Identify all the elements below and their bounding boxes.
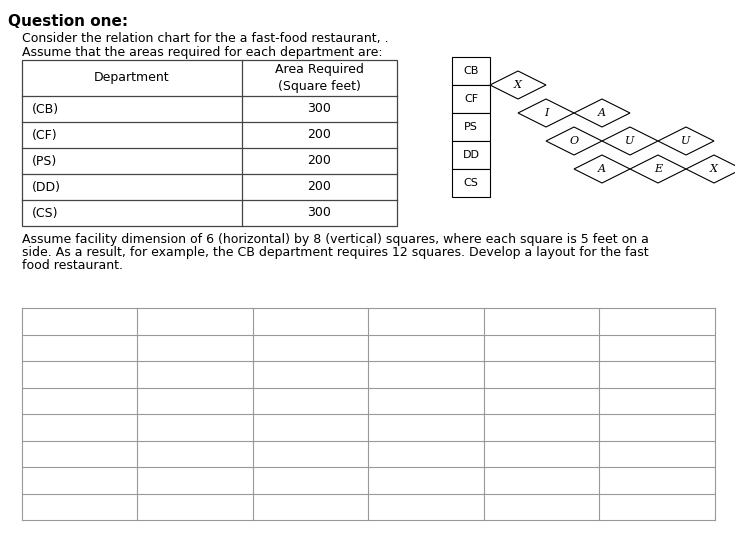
Text: Assume facility dimension of 6 (horizontal) by 8 (vertical) squares, where each : Assume facility dimension of 6 (horizont…	[22, 233, 649, 246]
Text: Department: Department	[94, 72, 170, 85]
Text: A: A	[598, 108, 606, 118]
Polygon shape	[518, 99, 574, 127]
Polygon shape	[602, 127, 658, 155]
Text: Consider the relation chart for the a fast-food restaurant, .: Consider the relation chart for the a fa…	[22, 32, 389, 45]
Text: DD: DD	[462, 150, 479, 160]
Polygon shape	[686, 155, 735, 183]
Text: 200: 200	[307, 155, 331, 167]
Text: Area Required
(Square feet): Area Required (Square feet)	[275, 63, 364, 93]
Text: (CF): (CF)	[32, 128, 57, 141]
Bar	[22, 60, 397, 226]
Bar	[452, 57, 490, 85]
Text: (DD): (DD)	[32, 180, 61, 194]
Text: CF: CF	[464, 94, 478, 104]
Text: CB: CB	[463, 66, 478, 76]
Text: I: I	[544, 108, 548, 118]
Text: food restaurant.: food restaurant.	[22, 259, 123, 272]
Text: U: U	[625, 136, 635, 146]
Text: O: O	[570, 136, 578, 146]
Bar	[452, 169, 490, 197]
Text: (CS): (CS)	[32, 207, 59, 219]
Text: 300: 300	[307, 103, 331, 116]
Polygon shape	[658, 127, 714, 155]
Polygon shape	[574, 155, 630, 183]
Bar	[452, 85, 490, 113]
Polygon shape	[546, 127, 602, 155]
Text: (CB): (CB)	[32, 103, 59, 116]
Text: Assume that the areas required for each department are:: Assume that the areas required for each …	[22, 46, 383, 59]
Polygon shape	[574, 99, 630, 127]
Text: 200: 200	[307, 180, 331, 194]
Bar	[452, 141, 490, 169]
Text: Question one:: Question one:	[8, 14, 128, 29]
Bar	[452, 113, 490, 141]
Polygon shape	[490, 71, 546, 99]
Text: X: X	[514, 80, 522, 90]
Text: A: A	[598, 164, 606, 174]
Text: X: X	[710, 164, 718, 174]
Text: (PS): (PS)	[32, 155, 57, 167]
Text: PS: PS	[464, 122, 478, 132]
Text: CS: CS	[464, 178, 478, 188]
Text: 300: 300	[307, 207, 331, 219]
Text: 200: 200	[307, 128, 331, 141]
Text: side. As a result, for example, the CB department requires 12 squares. Develop a: side. As a result, for example, the CB d…	[22, 246, 648, 259]
Text: U: U	[681, 136, 691, 146]
Text: E: E	[654, 164, 662, 174]
Polygon shape	[630, 155, 686, 183]
